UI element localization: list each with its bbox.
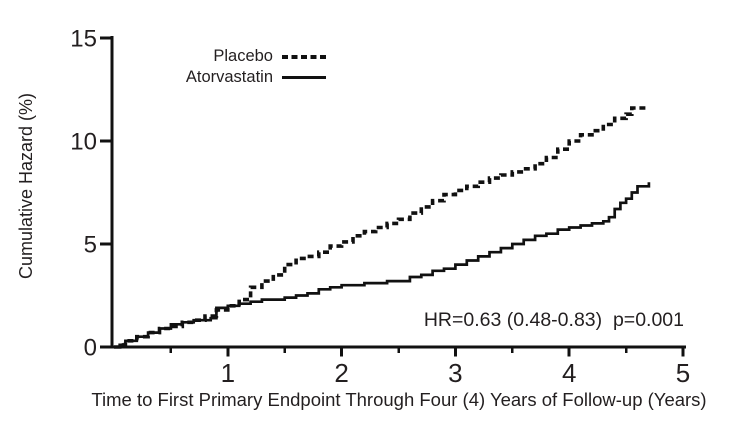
y-axis-title: Cumulative Hazard (%) [16, 92, 36, 280]
y-tick-label: 15 [70, 26, 97, 53]
y-tick-label: 10 [70, 129, 97, 156]
legend-row-placebo: Placebo [138, 46, 326, 67]
y-tick-label: 0 [84, 335, 97, 362]
x-tick-label: 5 [676, 358, 690, 388]
hazard-ratio-annotation: HR=0.63 (0.48-0.83) p=0.001 [423, 309, 684, 331]
atorvastatin-curve [114, 182, 651, 349]
placebo-dashed-line-sample [282, 54, 326, 59]
x-tick-label: 4 [562, 358, 576, 388]
legend-label-atorvastatin: Atorvastatin [185, 68, 273, 86]
x-tick-label: 2 [334, 358, 348, 388]
placebo-curve [114, 106, 649, 349]
x-tick-label: 1 [221, 358, 235, 388]
atorvastatin-solid-line-sample [282, 75, 326, 80]
y-tick-label: 5 [84, 232, 97, 259]
legend-label-placebo: Placebo [213, 47, 273, 65]
legend-row-atorvastatin: Atorvastatin [138, 67, 326, 88]
x-axis-title: Time to First Primary Endpoint Through F… [91, 389, 707, 410]
legend: Placebo Atorvastatin [138, 46, 326, 88]
x-tick-label: 3 [448, 358, 462, 388]
